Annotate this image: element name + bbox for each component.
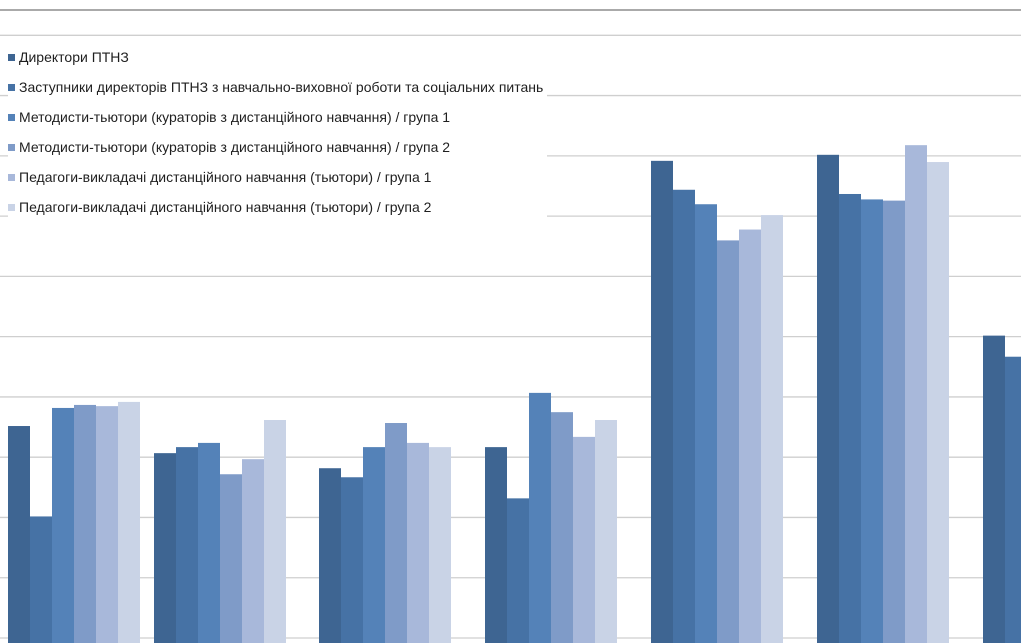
legend-item: Педагоги-викладачі дистанційного навчанн… (8, 192, 543, 222)
bar-group-1-series-2 (30, 516, 52, 643)
legend-swatch (8, 83, 15, 91)
bar-group-5-series-5 (739, 229, 761, 643)
legend-item: Заступники директорів ПТНЗ з навчально-в… (8, 72, 543, 102)
bar-group-3-series-1 (319, 468, 341, 643)
bar-group-4-series-2 (507, 498, 529, 643)
legend-label: Педагоги-викладачі дистанційного навчанн… (19, 199, 432, 215)
legend-label: Заступники директорів ПТНЗ з навчально-в… (19, 79, 544, 95)
bar-group-4-series-6 (595, 420, 617, 643)
bar-group-1-series-4 (74, 404, 96, 643)
bar-group-2-series-4 (220, 474, 242, 643)
bar-group-4-series-5 (573, 436, 595, 643)
bar-group-4-series-1 (485, 447, 507, 643)
bar-group-5-series-4 (717, 240, 739, 643)
bar-group-1-series-5 (96, 406, 118, 643)
bar-group-3-series-6 (429, 447, 451, 643)
bar-group-2-series-5 (242, 459, 264, 643)
bar-group-3-series-4 (385, 423, 407, 643)
bar-group-6-series-4 (883, 200, 905, 643)
legend-label: Методисти-тьютори (кураторів з дистанцій… (19, 109, 451, 125)
bar-group-1-series-6 (118, 401, 140, 643)
legend-item: Методисти-тьютори (кураторів з дистанцій… (8, 132, 543, 162)
bar-group-2-series-1 (154, 453, 176, 643)
bar-group-1-series-3 (52, 407, 74, 643)
legend-item: Директори ПТНЗ (8, 42, 543, 72)
legend-label: Педагоги-викладачі дистанційного навчанн… (19, 169, 432, 185)
legend-swatch (8, 53, 15, 61)
bar-group-6-series-1 (817, 154, 839, 643)
bar-group-6-series-5 (905, 145, 927, 643)
legend: Директори ПТНЗ Заступники директорів ПТНЗ… (8, 42, 548, 222)
legend-label: Методисти-тьютори (кураторів з дистанцій… (19, 139, 451, 155)
bar-group-7-series-2 (1005, 356, 1021, 643)
legend-swatch (8, 203, 15, 211)
bar-group-2-series-2 (176, 447, 198, 643)
bar-group-3-series-3 (363, 447, 385, 643)
bar-group-6-series-3 (861, 199, 883, 643)
legend-swatch (8, 143, 15, 151)
legend-label: Директори ПТНЗ (19, 49, 129, 65)
bar-group-6-series-2 (839, 193, 861, 643)
bar-group-4-series-3 (529, 392, 551, 643)
bar-group-3-series-5 (407, 442, 429, 643)
bar-group-5-series-2 (673, 189, 695, 643)
legend-swatch (8, 173, 15, 181)
legend-item: Педагоги-викладачі дистанційного навчанн… (8, 162, 543, 192)
bar-group-5-series-3 (695, 204, 717, 643)
legend-item: Методисти-тьютори (кураторів з дистанцій… (8, 102, 543, 132)
bar-group-6-series-6 (927, 162, 949, 643)
bar-group-4-series-4 (551, 412, 573, 643)
legend-swatch (8, 113, 15, 121)
bar-group-7-series-1 (983, 335, 1005, 643)
bar-group-2-series-6 (264, 420, 286, 643)
bar-group-2-series-3 (198, 442, 220, 643)
bar-group-1-series-1 (8, 426, 30, 643)
bar-group-3-series-2 (341, 477, 363, 643)
bar-group-5-series-6 (761, 215, 783, 643)
bar-group-5-series-1 (651, 160, 673, 643)
